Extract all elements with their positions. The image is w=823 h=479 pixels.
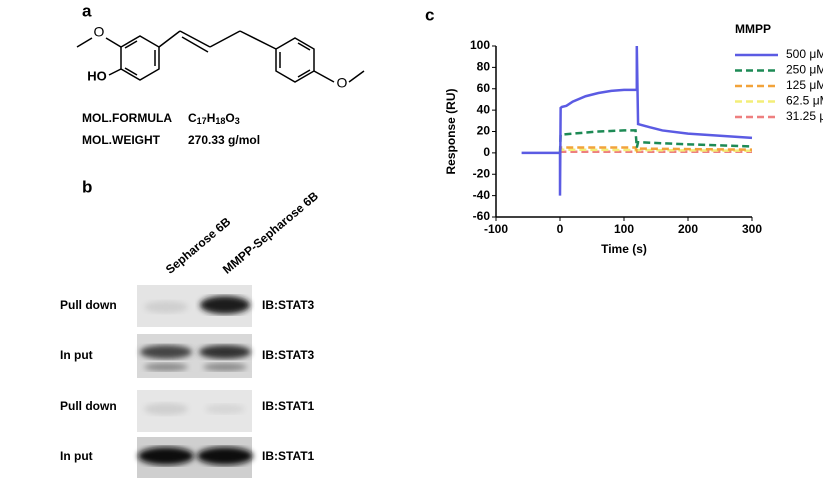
y-tick-label: 0 [483,145,490,159]
x-axis-label: Time (s) [601,242,647,256]
x-tick-label: 200 [678,222,698,236]
formula: C17H18O3 [188,111,240,126]
series-line [558,150,752,154]
blots [137,285,253,478]
row-label: Pull down [60,298,117,312]
atom: O [94,24,105,40]
panel-label: c [425,5,434,24]
legend-label: 31.25 μM [786,109,823,123]
atom: O [337,75,348,91]
formula-label: MOL.FORMULA [82,111,172,125]
weight-label: MOL.WEIGHT [82,133,161,147]
x-tick-label: 300 [742,222,762,236]
series-line [558,146,753,154]
lane-label: MMPP-Sepharose 6B [220,189,321,277]
y-tick-label: 60 [477,81,491,95]
antibody-label: IB:STAT3 [262,348,315,362]
y-tick-label: -40 [473,188,491,202]
antibody-label: IB:STAT1 [262,399,315,413]
x-tick-label: 100 [614,222,634,236]
y-tick-label: 100 [470,38,490,52]
weight: 270.33 g/mol [188,133,260,147]
legend-label: 125 μM [786,78,823,92]
panel-label: b [82,177,92,196]
structure [76,30,365,83]
formula-part: H [207,111,216,125]
row-label: In put [60,348,93,362]
series-line [558,129,753,153]
legend-label: 62.5 μM [786,94,823,108]
row-label: In put [60,449,93,463]
series-line [521,45,753,196]
y-tick-label: 40 [477,102,491,116]
x-tick-label: -100 [484,222,508,236]
antibody-label: IB:STAT1 [262,449,315,463]
formula-part: 3 [235,116,240,126]
y-tick-label: 20 [477,124,491,138]
legend-title: MMPP [735,22,771,36]
y-tick-label: -20 [473,166,491,180]
antibody-label: IB:STAT3 [262,298,315,312]
x-tick-label: 0 [557,222,564,236]
formula-part: C [188,111,197,125]
row-label: Pull down [60,399,117,413]
formula-part: 17 [197,116,207,126]
panel-label: a [82,1,92,20]
legend-label: 250 μM [786,63,823,77]
y-axis-label: Response (RU) [444,88,458,174]
legend-label: 500 μM [786,47,823,61]
atom: HO [87,68,107,83]
y-tick-label: 80 [477,60,491,74]
y-tick-label: -60 [473,209,491,223]
formula-part: 18 [215,116,225,126]
formula-part: O [225,111,234,125]
